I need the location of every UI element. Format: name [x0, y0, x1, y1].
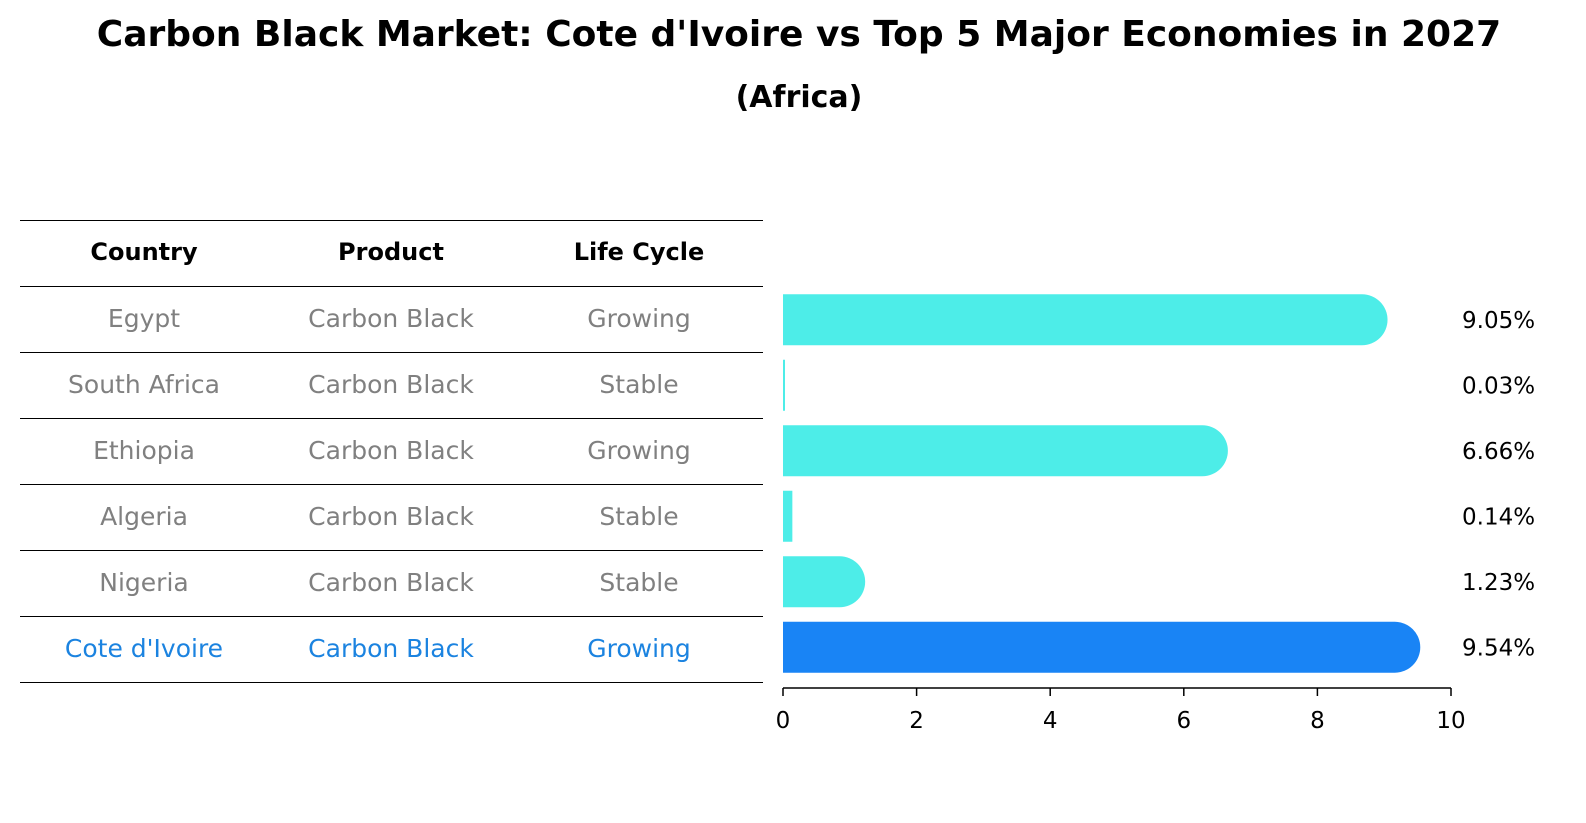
life-cycle-cell: Stable — [599, 370, 679, 399]
chart-title: Carbon Black Market: Cote d'Ivoire vs To… — [96, 14, 1502, 55]
table-row: Egypt Carbon Black Growing — [20, 286, 763, 352]
x-tick-label: 0 — [776, 708, 791, 734]
header-life-cycle: Life Cycle — [573, 238, 705, 266]
country-cell: South Africa — [68, 370, 220, 399]
bar-highlight — [783, 621, 1421, 673]
x-tick-label: 4 — [1043, 708, 1058, 734]
life-cycle-cell: Growing — [587, 436, 691, 465]
value-label: 9.05% — [1462, 308, 1535, 334]
x-tick-label: 6 — [1176, 708, 1191, 734]
bar — [783, 294, 1388, 346]
header-product: Product — [338, 238, 444, 266]
life-cycle-cell: Growing — [587, 634, 691, 663]
value-label: 6.66% — [1462, 439, 1535, 465]
country-cell: Ethiopia — [93, 436, 195, 465]
x-tick-label: 8 — [1310, 708, 1325, 734]
value-label: 0.03% — [1462, 373, 1535, 399]
product-cell: Carbon Black — [308, 568, 474, 597]
life-cycle-cell: Stable — [599, 502, 679, 531]
value-label: 1.23% — [1462, 570, 1535, 596]
x-tick-label: 10 — [1436, 708, 1465, 734]
bar — [783, 359, 786, 411]
country-cell: Cote d'Ivoire — [64, 634, 224, 663]
life-cycle-cell: Stable — [599, 568, 679, 597]
header-country: Country — [90, 238, 198, 266]
table-header-row: Country Product Life Cycle — [20, 220, 763, 286]
product-cell: Carbon Black — [308, 502, 474, 531]
country-cell: Nigeria — [99, 568, 189, 597]
table-row: South Africa Carbon Black Stable — [20, 352, 763, 418]
product-cell: Carbon Black — [308, 436, 474, 465]
bar — [783, 556, 866, 608]
value-label: 9.54% — [1462, 635, 1535, 661]
life-cycle-cell: Growing — [587, 304, 691, 333]
product-cell: Carbon Black — [308, 304, 474, 333]
chart-subtitle: (Africa) — [735, 80, 863, 115]
value-label: 0.14% — [1462, 504, 1535, 530]
country-cell: Egypt — [107, 304, 181, 333]
table-row: Nigeria Carbon Black Stable — [20, 550, 763, 616]
table-row-highlight: Cote d'Ivoire Carbon Black Growing — [20, 616, 763, 683]
table-row: Ethiopia Carbon Black Growing — [20, 418, 763, 484]
x-tick-label: 2 — [909, 708, 924, 734]
data-table: Country Product Life Cycle Egypt Carbon … — [20, 220, 763, 683]
product-cell: Carbon Black — [308, 370, 474, 399]
product-cell: Carbon Black — [308, 634, 474, 663]
table-row: Algeria Carbon Black Stable — [20, 484, 763, 550]
bar — [783, 490, 793, 542]
country-cell: Algeria — [100, 502, 188, 531]
bar — [782, 425, 1228, 477]
